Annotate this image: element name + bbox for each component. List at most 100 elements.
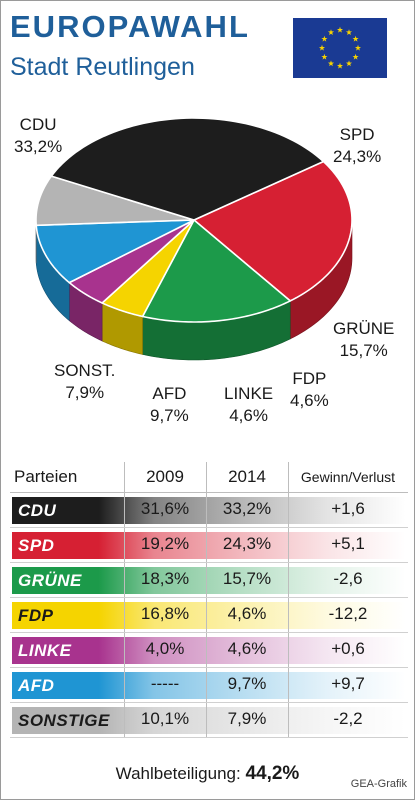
pie-slice-fdp xyxy=(101,219,195,318)
column-divider xyxy=(124,668,125,703)
pie-label-linke: LINKE 4,6% xyxy=(224,383,273,427)
column-divider xyxy=(124,598,125,633)
party-color-band xyxy=(12,567,406,594)
pie-slice-sonst xyxy=(35,175,195,227)
eu-star-icon xyxy=(352,53,359,60)
party-color-band xyxy=(12,637,406,664)
pie-label-name: SPD xyxy=(339,125,375,144)
value-change: -12,2 xyxy=(328,604,368,623)
row-divider xyxy=(10,562,408,563)
value-change: +1,6 xyxy=(331,499,365,518)
column-divider xyxy=(124,563,125,598)
pie-slice-spd xyxy=(193,160,353,302)
value-2009: 31,6% xyxy=(140,499,190,518)
eu-star-icon xyxy=(352,35,359,42)
eu-star-icon xyxy=(354,44,362,51)
row-divider xyxy=(10,597,408,598)
column-divider xyxy=(288,598,289,633)
value-2009: 18,3% xyxy=(140,569,190,588)
column-divider xyxy=(288,703,289,738)
header-2009: 2009 xyxy=(146,467,184,486)
pie-label-gruene: GRÜNE 15,7% xyxy=(333,318,394,362)
column-divider xyxy=(206,462,207,492)
value-change: -2,2 xyxy=(333,709,363,728)
column-divider xyxy=(288,633,289,668)
results-table: Parteien 2009 2014 Gewinn/Verlust CDU 31,… xyxy=(10,462,408,738)
pie-label-name: GRÜNE xyxy=(333,319,395,338)
turnout: Wahlbeteiligung: 44,2% xyxy=(0,763,415,785)
table-row: CDU 31,6% 33,2% +1,6 xyxy=(10,493,408,528)
eu-star-icon xyxy=(345,29,353,35)
column-divider xyxy=(288,668,289,703)
row-divider xyxy=(10,527,408,528)
eu-flag-icon xyxy=(293,18,387,78)
value-2009: 4,0% xyxy=(145,639,185,658)
table-header-row: Parteien 2009 2014 Gewinn/Verlust xyxy=(10,462,408,493)
table-row: SONSTIGE 10,1% 7,9% -2,2 xyxy=(10,703,408,738)
column-divider xyxy=(288,563,289,598)
eu-star-icon xyxy=(321,35,328,42)
value-change: +5,1 xyxy=(331,534,365,553)
table-row: FDP 16,8% 4,6% -12,2 xyxy=(10,598,408,633)
pie-label-name: CDU xyxy=(19,115,57,134)
value-change: -2,6 xyxy=(333,569,363,588)
party-name: LINKE xyxy=(18,641,72,660)
value-2014: 4,6% xyxy=(227,604,267,623)
column-divider xyxy=(206,703,207,738)
table-row: GRÜNE 18,3% 15,7% -2,6 xyxy=(10,563,408,598)
pie-label-value: 4,6% xyxy=(229,406,268,425)
pie-slice-linke xyxy=(68,219,195,304)
party-color-band xyxy=(12,497,406,524)
eu-star-icon xyxy=(336,26,344,33)
column-divider xyxy=(206,493,207,528)
header-2014: 2014 xyxy=(228,467,266,486)
party-name: SONSTIGE xyxy=(18,711,110,730)
party-name: CDU xyxy=(18,501,57,520)
pie-label-sonst: SONST. 7,9% xyxy=(54,360,115,404)
column-divider xyxy=(206,528,207,563)
party-color-band xyxy=(12,707,406,734)
column-divider xyxy=(124,633,125,668)
party-color-band xyxy=(12,672,406,699)
turnout-value: 44,2% xyxy=(245,763,300,784)
pie-label-name: AFD xyxy=(152,384,187,403)
value-change: +9,7 xyxy=(331,674,365,693)
column-divider xyxy=(124,493,125,528)
page-subtitle: Stadt Reutlingen xyxy=(10,53,195,81)
pie-label-cdu: CDU 33,2% xyxy=(14,114,62,158)
row-divider xyxy=(10,737,408,738)
column-divider xyxy=(124,462,125,492)
page-title: EUROPAWAHL xyxy=(10,9,250,44)
column-divider xyxy=(124,703,125,738)
table-row: AFD ----- 9,7% +9,7 xyxy=(10,668,408,703)
turnout-label: Wahlbeteiligung: xyxy=(115,764,241,783)
pie-label-name: LINKE xyxy=(224,384,274,403)
column-divider xyxy=(288,493,289,528)
party-name: GRÜNE xyxy=(18,571,82,590)
pie-slice-gruene xyxy=(141,219,292,323)
value-2014: 15,7% xyxy=(222,569,272,588)
value-change: +0,6 xyxy=(331,639,365,658)
value-2014: 7,9% xyxy=(227,709,267,728)
pie-label-value: 7,9% xyxy=(65,383,105,402)
pie-label-name: SONST. xyxy=(54,361,116,380)
source-credit: GEA-Grafik xyxy=(350,778,407,790)
pie-label-fdp: FDP 4,6% xyxy=(290,368,329,412)
party-color-band xyxy=(12,532,406,559)
header-gewinn-verlust: Gewinn/Verlust xyxy=(300,469,396,485)
pie-chart xyxy=(35,117,353,361)
eu-star-icon xyxy=(336,62,344,69)
pie-label-name: FDP xyxy=(292,369,327,388)
header-parteien: Parteien xyxy=(14,467,78,486)
pie-label-value: 33,2% xyxy=(14,137,63,156)
eu-star-icon xyxy=(345,60,353,67)
pie-label-value: 9,7% xyxy=(150,406,189,425)
column-divider xyxy=(206,598,207,633)
eu-star-icon xyxy=(327,60,335,67)
party-name: AFD xyxy=(18,676,55,695)
column-divider xyxy=(206,668,207,703)
table-row: SPD 19,2% 24,3% +5,1 xyxy=(10,528,408,563)
row-divider xyxy=(10,632,408,633)
row-divider xyxy=(10,702,408,703)
row-divider xyxy=(10,667,408,668)
